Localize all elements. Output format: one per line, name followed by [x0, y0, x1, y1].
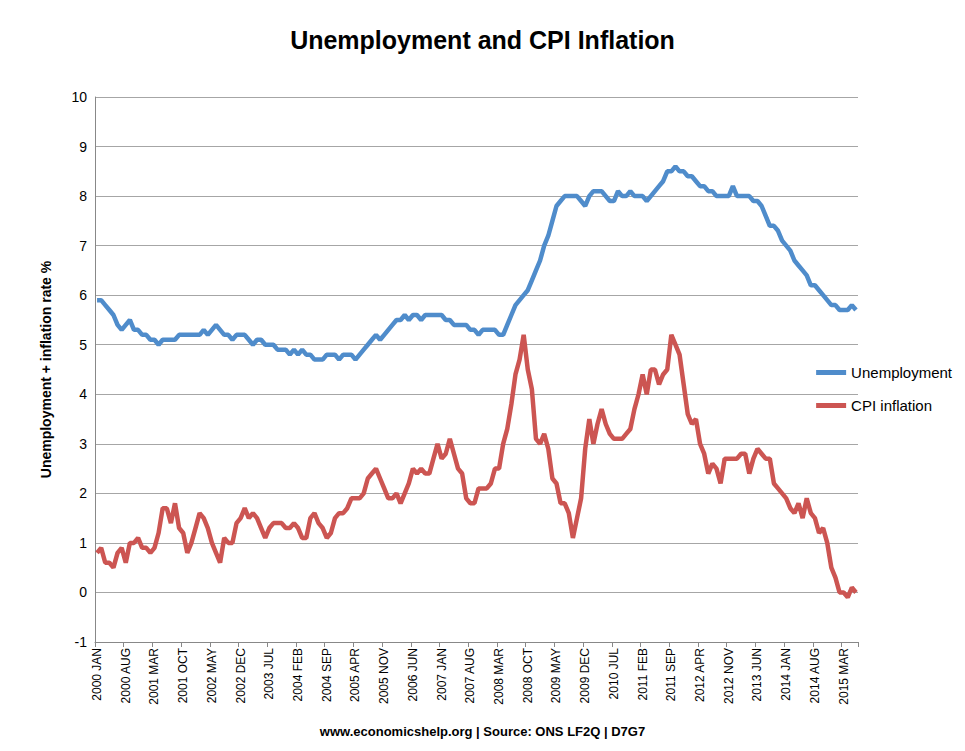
svg-text:Unemployment + inflation rate: Unemployment + inflation rate % [38, 260, 54, 478]
svg-text:2001 OCT: 2001 OCT [176, 647, 190, 703]
svg-text:2007 JAN: 2007 JAN [435, 648, 449, 701]
svg-text:2014 JAN: 2014 JAN [779, 648, 793, 701]
svg-text:Unemployment and CPI Inflation: Unemployment and CPI Inflation [290, 26, 675, 54]
svg-text:CPI inflation: CPI inflation [851, 397, 932, 414]
svg-text:2004 FEB: 2004 FEB [291, 648, 305, 701]
svg-text:8: 8 [79, 188, 87, 204]
svg-text:2012 NOV: 2012 NOV [722, 648, 736, 704]
svg-text:0: 0 [79, 584, 87, 600]
svg-text:www.economicshelp.org | Source: www.economicshelp.org | Source: ONS LF2Q… [319, 724, 645, 739]
svg-text:9: 9 [79, 139, 87, 155]
svg-text:2002 MAY: 2002 MAY [205, 648, 219, 703]
svg-text:2000 AUG: 2000 AUG [119, 648, 133, 703]
svg-text:2006 JUN: 2006 JUN [406, 648, 420, 701]
svg-text:2001 MAR: 2001 MAR [147, 648, 161, 705]
svg-text:2008 OCT: 2008 OCT [521, 647, 535, 703]
svg-text:2009 MAY: 2009 MAY [549, 648, 563, 703]
svg-text:2004 SEP: 2004 SEP [320, 648, 334, 702]
svg-text:2015 MAR: 2015 MAR [837, 648, 851, 705]
svg-text:4: 4 [79, 386, 87, 402]
svg-text:Unemployment: Unemployment [851, 364, 953, 381]
svg-text:2000 JAN: 2000 JAN [90, 648, 104, 701]
svg-text:2005 APR: 2005 APR [348, 648, 362, 702]
svg-text:2002 DEC: 2002 DEC [234, 648, 248, 704]
svg-text:2003 JUL: 2003 JUL [262, 648, 276, 700]
svg-text:7: 7 [79, 238, 87, 254]
svg-text:2008 MAR: 2008 MAR [492, 648, 506, 705]
svg-text:5: 5 [79, 337, 87, 353]
svg-text:2010 JUL: 2010 JUL [607, 648, 621, 700]
svg-text:2007 AUG: 2007 AUG [463, 648, 477, 703]
svg-text:2012 APR: 2012 APR [693, 648, 707, 702]
svg-text:2013 JUN: 2013 JUN [750, 648, 764, 701]
svg-text:10: 10 [71, 89, 87, 105]
svg-text:2005 NOV: 2005 NOV [377, 648, 391, 704]
svg-text:2011 FEB: 2011 FEB [636, 648, 650, 700]
svg-text:6: 6 [79, 287, 87, 303]
svg-text:1: 1 [79, 535, 87, 551]
svg-text:2: 2 [79, 485, 87, 501]
svg-text:2011 SEP: 2011 SEP [664, 648, 678, 701]
svg-text:2014 AUG: 2014 AUG [808, 648, 822, 703]
svg-text:2009 DEC: 2009 DEC [578, 648, 592, 704]
svg-text:-1: -1 [75, 634, 88, 650]
svg-text:3: 3 [79, 436, 87, 452]
